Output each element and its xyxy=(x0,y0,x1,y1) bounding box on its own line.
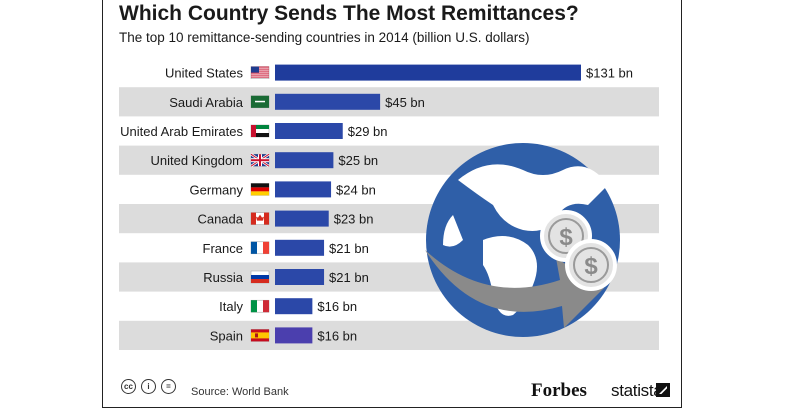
bar xyxy=(275,181,332,198)
category-label: Saudi Arabia xyxy=(169,95,243,110)
value-label: $16 bn xyxy=(317,328,357,343)
bar-chart: $ $ United States $131 bn Saudi Arabia $45 … xyxy=(119,64,659,350)
category-label: United States xyxy=(165,66,244,81)
forbes-logo: Forbes xyxy=(531,380,587,401)
value-label: $45 bn xyxy=(385,95,425,110)
flag-icon xyxy=(250,153,270,168)
flag-icon xyxy=(250,299,270,313)
flag-icon xyxy=(250,329,270,342)
chart-subtitle: The top 10 remittance-sending countries … xyxy=(119,30,530,45)
row-stripe xyxy=(119,320,659,350)
attribution-icon: i xyxy=(141,379,156,394)
infographic: Which Country Sends The Most Remittances… xyxy=(102,0,682,408)
category-label: Canada xyxy=(197,212,243,227)
category-label: United Kingdom xyxy=(151,153,244,168)
category-label: United Arab Emirates xyxy=(120,124,243,139)
bar xyxy=(275,239,325,256)
category-label: Italy xyxy=(219,299,243,314)
category-label: Russia xyxy=(203,270,244,285)
bar xyxy=(275,93,381,110)
flag-icon xyxy=(250,212,270,225)
dollar-coin-icon: $ xyxy=(565,239,617,291)
bar xyxy=(275,123,343,139)
bar xyxy=(275,152,334,169)
chart-title: Which Country Sends The Most Remittances… xyxy=(119,2,579,25)
value-label: $29 bn xyxy=(348,124,388,139)
cc-license-icon: cc xyxy=(121,379,136,394)
arrow-icon xyxy=(425,250,604,328)
category-label: Germany xyxy=(190,182,244,197)
statista-logo: statista xyxy=(611,381,663,400)
value-label: $16 bn xyxy=(317,299,357,314)
flag-icon xyxy=(250,270,270,284)
value-label: $21 bn xyxy=(329,241,369,256)
flag-icon xyxy=(250,66,270,79)
statista-mark-icon xyxy=(656,383,670,397)
bar xyxy=(275,64,581,81)
category-label: Spain xyxy=(210,328,243,343)
flag-icon xyxy=(250,95,270,109)
bar xyxy=(275,298,313,315)
bar xyxy=(275,327,313,344)
flag-icon xyxy=(250,183,270,196)
value-label: $21 bn xyxy=(329,270,369,285)
flag-icon xyxy=(250,124,270,138)
source-note: Source: World Bank xyxy=(191,386,289,398)
svg-text:$: $ xyxy=(584,253,598,280)
flag-icon xyxy=(250,241,270,255)
value-label: $24 bn xyxy=(336,182,376,197)
value-label: $25 bn xyxy=(338,153,378,168)
value-label: $131 bn xyxy=(586,66,633,81)
svg-text:$: $ xyxy=(559,224,573,251)
no-derivatives-icon: = xyxy=(161,379,176,394)
category-label: France xyxy=(203,241,243,256)
bar xyxy=(275,269,325,285)
bar xyxy=(275,210,329,227)
row-stripe xyxy=(119,87,659,117)
value-label: $23 bn xyxy=(334,212,374,227)
